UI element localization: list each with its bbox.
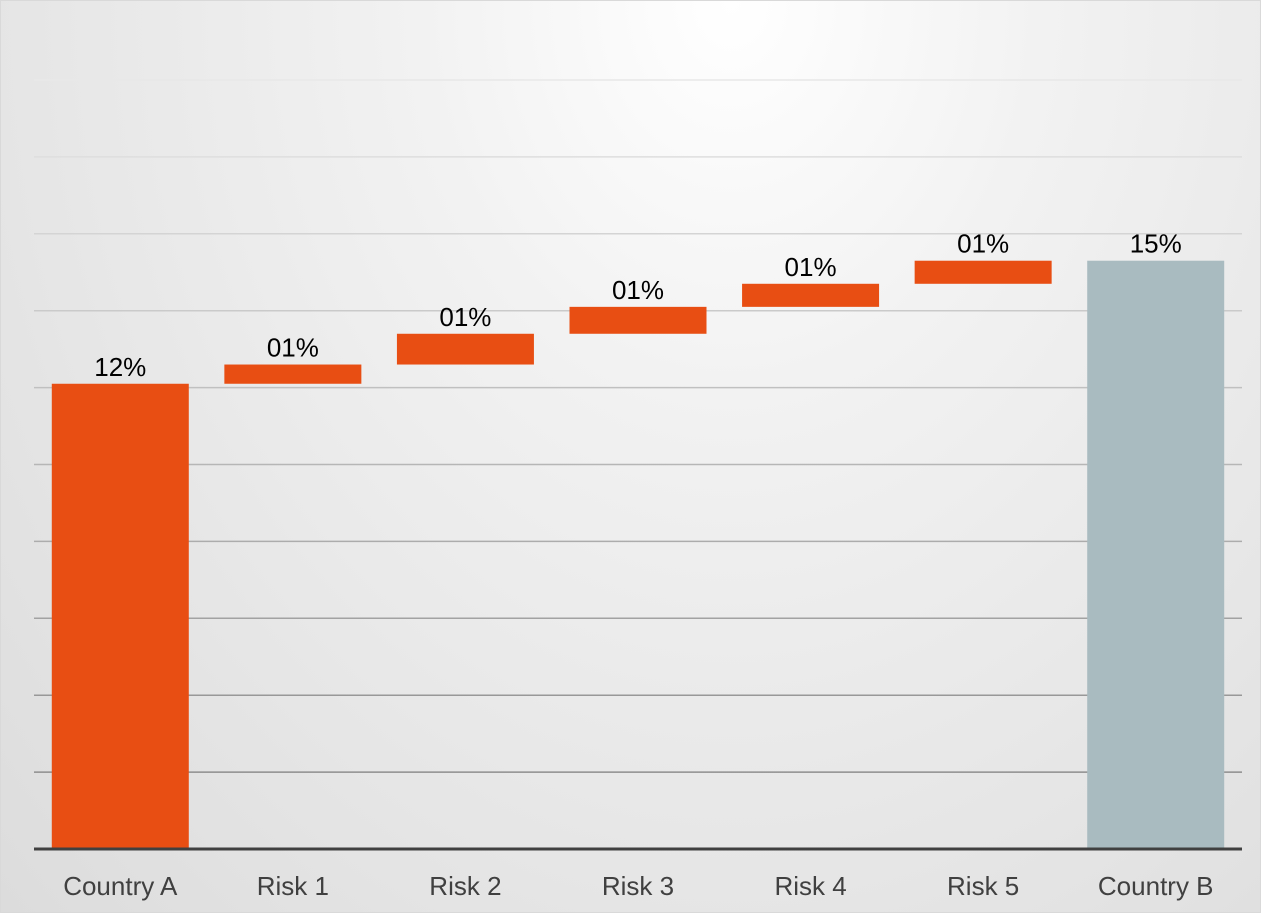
bar-risk-5 [914,260,1052,284]
bars [51,260,1225,850]
x-tick-label: Risk 2 [429,871,501,901]
data-labels: 12% 01% 01% 01% 01% 01% 15% [94,229,1181,382]
data-label-country-a: 12% [94,352,146,382]
gridlines [34,79,1242,773]
x-tick-label: Risk 5 [947,871,1019,901]
x-tick-label: Country B [1098,871,1214,901]
x-tick-label: Risk 3 [602,871,674,901]
data-label-risk-4: 01% [785,252,837,282]
bar-country-a [51,383,189,849]
data-label-country-b: 15% [1130,229,1182,259]
data-label-risk-1: 01% [267,333,319,363]
bar-country-b [1087,260,1225,850]
bar-risk-2 [396,333,534,365]
data-label-risk-5: 01% [957,229,1009,259]
data-label-risk-2: 01% [439,302,491,332]
bar-risk-1 [224,364,362,384]
x-tick-label: Risk 1 [257,871,329,901]
x-axis: Country A Risk 1 Risk 2 Risk 3 Risk 4 Risk 5 C… [34,847,1242,901]
bar-risk-4 [742,283,880,307]
data-label-risk-3: 01% [612,275,664,305]
x-tick-label: Country A [63,871,178,901]
x-tick-label: Risk 4 [774,871,846,901]
bar-risk-3 [569,306,707,334]
